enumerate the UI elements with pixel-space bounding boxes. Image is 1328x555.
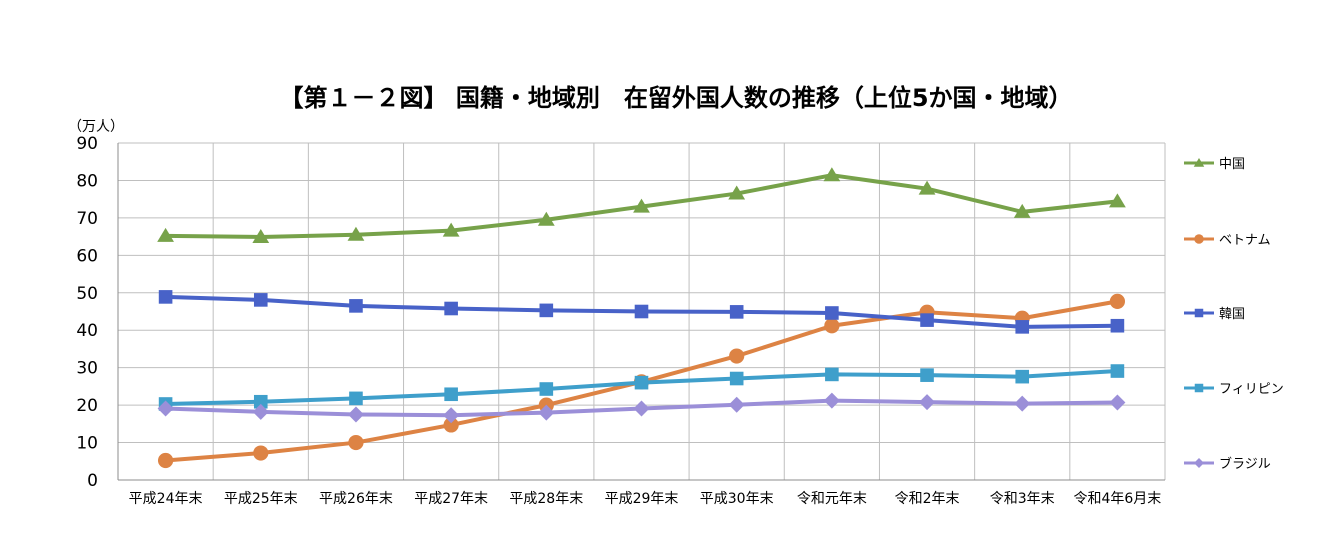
series-layer (157, 167, 1126, 469)
data-point (729, 371, 744, 386)
legend-entry: ブラジル (1184, 456, 1271, 472)
data-point (349, 299, 363, 313)
y-tick-label: 0 (87, 471, 98, 491)
data-point (444, 301, 458, 316)
series-0 (157, 167, 1126, 243)
data-point (157, 227, 174, 242)
legend-label: ベトナム (1219, 233, 1271, 248)
data-point (252, 228, 270, 243)
y-tick-label: 30 (76, 359, 98, 379)
data-point (1015, 320, 1030, 334)
y-tick-label: 60 (76, 246, 98, 266)
series-4 (157, 392, 1126, 424)
legend-entry: フィリピン (1184, 382, 1284, 397)
data-point (539, 303, 554, 318)
data-point (728, 185, 746, 200)
legend-label: ブラジル (1219, 456, 1271, 472)
x-tick-label: 令和3年末 (990, 491, 1055, 507)
data-point (729, 348, 745, 364)
data-point (1109, 293, 1126, 309)
data-point (824, 318, 840, 334)
data-point (349, 391, 363, 406)
legend-entry: ベトナム (1184, 233, 1271, 248)
data-point (157, 452, 174, 469)
data-point (1109, 193, 1126, 208)
legend-marker (1194, 383, 1204, 393)
data-point (348, 434, 364, 451)
x-tick-label: 平成26年末 (319, 491, 393, 507)
x-tick-label: 平成30年末 (700, 491, 774, 507)
y-tick-label: 20 (76, 396, 98, 416)
x-tick-label: 令和4年6月末 (1073, 491, 1161, 507)
x-tick-label: 平成24年末 (129, 491, 203, 507)
data-point (825, 306, 839, 320)
plot-area (117, 143, 1165, 481)
data-point (443, 417, 459, 433)
data-point (823, 167, 841, 182)
data-point (729, 305, 744, 319)
data-point (443, 407, 460, 424)
data-point (537, 211, 555, 226)
legend-label: 韓国 (1219, 307, 1245, 322)
data-point (918, 180, 936, 195)
data-point (158, 290, 173, 304)
legend-entry: 韓国 (1184, 307, 1245, 322)
x-tick-label: 令和2年末 (895, 491, 960, 507)
data-point (538, 404, 555, 421)
data-point (347, 406, 364, 423)
x-tick-label: 令和元年末 (797, 491, 867, 507)
chart-title: 【第１－２図】 国籍・地域別 在留外国人数の推移（上位5か国・地域） (279, 84, 1072, 112)
legend-label: 中国 (1219, 157, 1245, 172)
data-point (728, 396, 745, 413)
y-tick-label: 90 (76, 134, 98, 154)
data-point (157, 400, 174, 417)
y-tick-label: 40 (76, 321, 98, 341)
data-point (1109, 394, 1126, 411)
data-point (1015, 369, 1030, 384)
data-point (634, 375, 649, 390)
data-point (920, 313, 934, 327)
y-tick-label: 50 (76, 284, 98, 304)
data-point (444, 387, 458, 402)
y-tick-label: 80 (76, 171, 98, 191)
legend-marker (1194, 234, 1204, 244)
legend-marker (1194, 308, 1204, 318)
data-point (825, 367, 839, 382)
data-point (253, 394, 268, 409)
data-point (347, 226, 365, 241)
x-tick-label: 平成29年末 (605, 491, 679, 507)
legend-entry: 中国 (1184, 157, 1245, 172)
y-tick-label: 10 (76, 434, 98, 454)
x-tick-label: 平成28年末 (509, 491, 583, 507)
legend-marker (1193, 158, 1205, 167)
data-point (252, 403, 269, 420)
x-tick-label: 平成27年末 (414, 491, 488, 507)
data-point (1014, 395, 1031, 412)
x-tick-label: 平成25年末 (224, 491, 298, 507)
legend-marker (1194, 458, 1204, 468)
series-3 (158, 364, 1125, 411)
data-point (253, 445, 269, 461)
data-point (633, 400, 650, 417)
data-point (634, 304, 649, 319)
data-point (1013, 203, 1031, 218)
data-point (253, 293, 268, 307)
y-axis: 0 10 20 30 40 50 60 70 80 90 (76, 134, 98, 491)
data-point (539, 382, 554, 396)
data-point (919, 394, 936, 411)
data-point (823, 392, 840, 409)
data-point (633, 198, 650, 213)
data-point (442, 222, 460, 237)
legend-label: フィリピン (1219, 382, 1284, 397)
data-point (1110, 364, 1125, 378)
series-2 (158, 290, 1125, 334)
y-tick-label: 70 (76, 209, 98, 229)
data-point (1110, 318, 1125, 333)
data-point (920, 368, 934, 382)
unit-label: （万人） (68, 119, 124, 135)
x-axis: 平成24年末 平成25年末 平成26年末 平成27年末 平成28年末 平成29年末 平成30… (129, 491, 1162, 507)
